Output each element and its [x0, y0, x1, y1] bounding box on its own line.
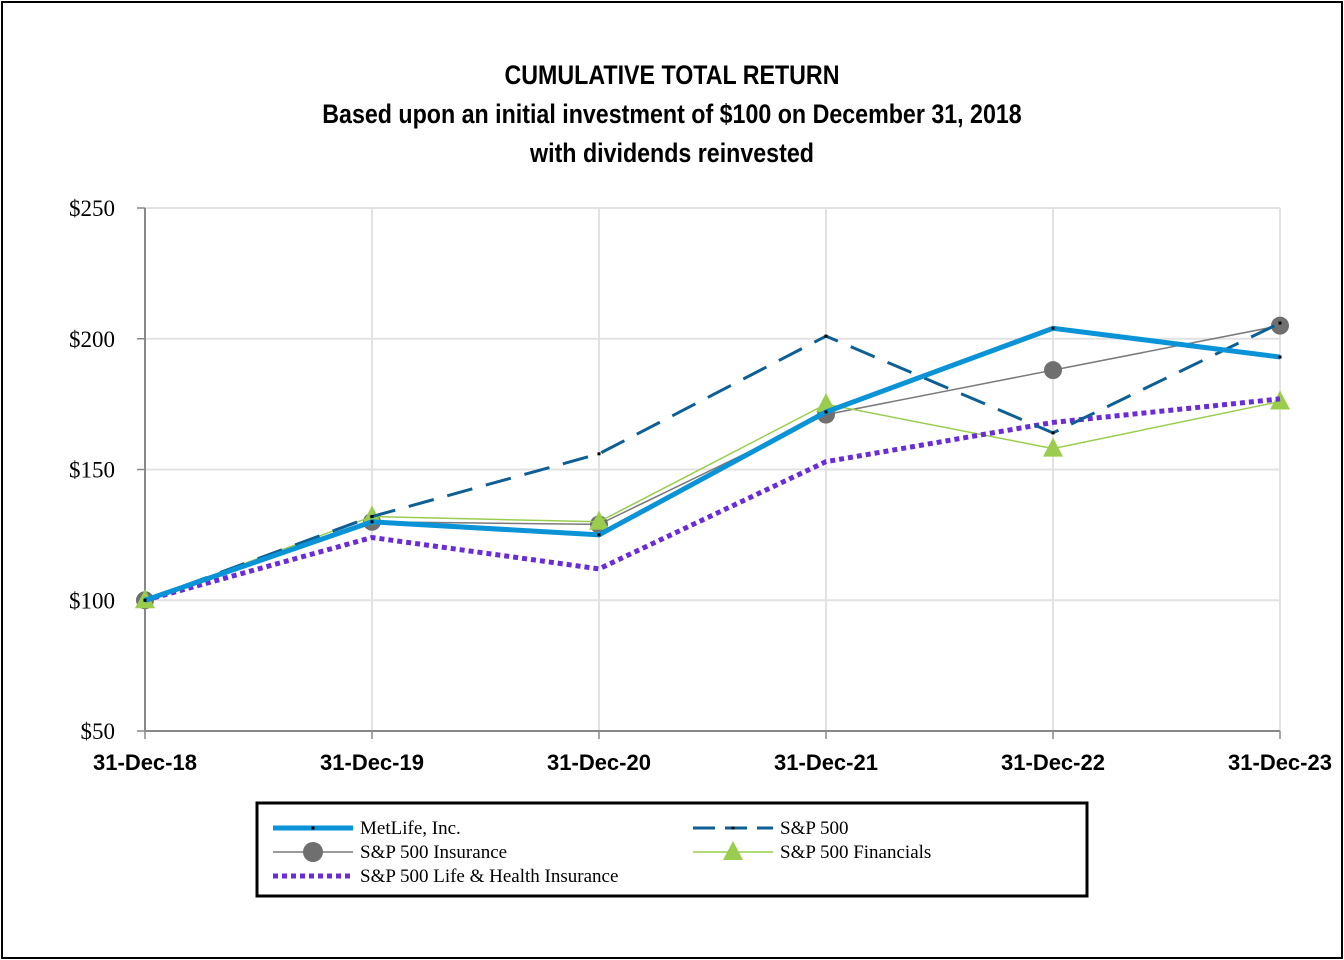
- x-tick-label: 31-Dec-22: [1001, 750, 1105, 775]
- data-point: [824, 334, 828, 338]
- series-line: [144, 325, 1281, 603]
- series-metlife-inc-: [143, 325, 1282, 603]
- data-point: [370, 520, 374, 524]
- x-tick-label: 31-Dec-18: [93, 750, 197, 775]
- data-point: [1278, 321, 1282, 325]
- legend-label: MetLife, Inc.: [360, 818, 461, 839]
- x-tick-label: 31-Dec-20: [547, 750, 651, 775]
- legend-item: S&P 500 Life & Health Insurance: [273, 866, 618, 887]
- legend-marker: [731, 826, 735, 830]
- series-s-p-500-financials: [135, 390, 1290, 609]
- legend-label: S&P 500 Insurance: [360, 842, 507, 863]
- data-point: [597, 452, 601, 456]
- data-point: [824, 410, 828, 414]
- data-point: [1051, 431, 1055, 435]
- x-tick-label: 31-Dec-23: [1228, 750, 1332, 775]
- legend: MetLife, Inc. S&P 500 S&P 500 Insurance S&P…: [255, 801, 1089, 898]
- data-point: [597, 533, 601, 537]
- y-tick-label: $250: [69, 196, 115, 221]
- data-point: [143, 598, 147, 602]
- x-tick-label: 31-Dec-19: [320, 750, 424, 775]
- legend-item: S&P 500 Financials: [693, 841, 931, 863]
- data-point: [589, 510, 609, 530]
- chart-subtitle-1: Based upon an initial investment of $100…: [322, 99, 1022, 129]
- legend-label: S&P 500 Life & Health Insurance: [360, 866, 618, 887]
- legend-label: S&P 500 Financials: [780, 842, 931, 863]
- y-tick-label: $50: [81, 719, 116, 744]
- data-point: [1278, 355, 1282, 359]
- legend-item: S&P 500: [693, 818, 848, 839]
- chart-title: CUMULATIVE TOTAL RETURN: [504, 60, 840, 90]
- data-point: [1271, 316, 1289, 335]
- data-point: [816, 393, 836, 413]
- series-line: [144, 321, 1281, 602]
- data-point: [370, 515, 374, 519]
- legend-box: [255, 801, 1089, 898]
- x-tick-label: 31-Dec-21: [774, 750, 878, 775]
- legend-marker: [303, 842, 323, 862]
- chart-subtitle-2: with dividends reinvested: [530, 138, 814, 168]
- data-point: [1044, 361, 1062, 380]
- data-point: [1051, 326, 1055, 330]
- data-point: [1043, 437, 1063, 457]
- series-s-p-500-life-health-insurance: [144, 396, 1281, 603]
- y-tick-label: $150: [69, 458, 115, 483]
- legend-label: S&P 500: [780, 818, 848, 839]
- series-line: [144, 400, 1281, 601]
- legend-marker: [311, 826, 315, 830]
- legend-item: MetLife, Inc.: [273, 818, 461, 839]
- y-tick-label: $200: [69, 327, 115, 352]
- y-tick-label: $100: [69, 588, 115, 613]
- series-line: [144, 396, 1281, 603]
- legend-marker: [723, 841, 743, 860]
- legend-item: S&P 500 Insurance: [273, 842, 507, 863]
- series-s-p-500: [143, 321, 1282, 602]
